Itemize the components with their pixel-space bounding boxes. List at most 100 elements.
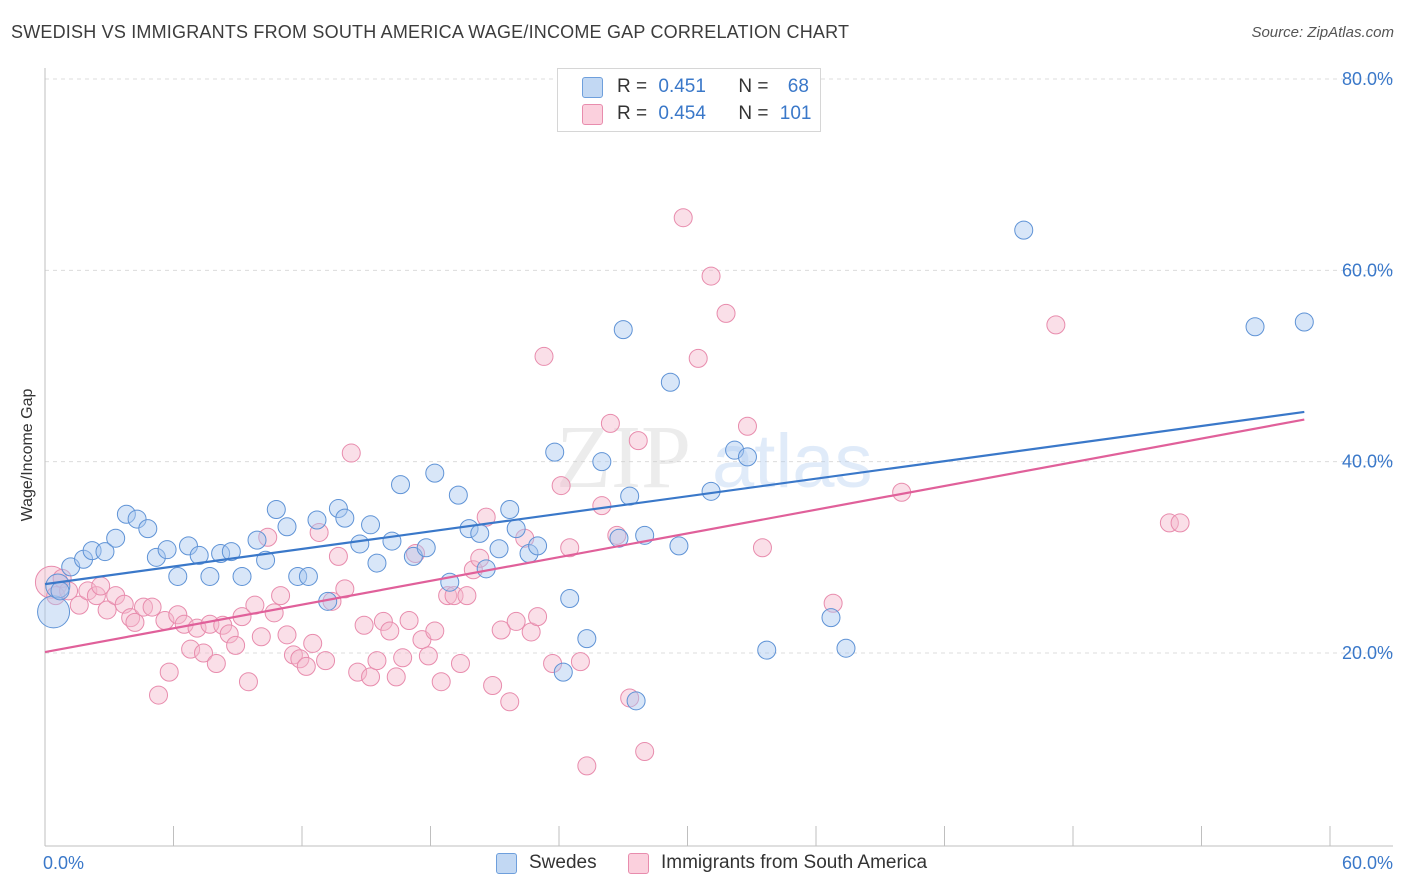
data-point-swedes [288, 566, 308, 586]
data-point-swedes [328, 499, 348, 519]
correlation-legend: R = 0.451 N = 68 R = 0.454 N = 101 [557, 68, 821, 132]
watermark-atlas: atlas [712, 419, 873, 504]
data-point-immigrants [506, 611, 526, 631]
data-point-immigrants [688, 348, 708, 368]
x-tick-label: 0.0% [43, 853, 84, 873]
data-point-immigrants [577, 756, 597, 776]
data-point-swedes [592, 452, 612, 472]
data-point-swedes [613, 320, 633, 340]
legend-r-value: 0.451 [658, 76, 706, 97]
legend-r-label: R = [617, 76, 653, 97]
data-point-swedes [737, 447, 757, 467]
axes [44, 68, 1393, 847]
series-label-immigrants: Immigrants from South America [661, 852, 928, 873]
data-point-swedes [232, 566, 252, 586]
data-point-swedes [307, 510, 327, 530]
data-point-immigrants [238, 672, 258, 692]
legend-n-value: 68 [787, 76, 809, 97]
data-point-immigrants [476, 507, 496, 527]
data-point-immigrants [431, 672, 451, 692]
data-point-immigrants [125, 612, 145, 632]
data-point-immigrants [277, 625, 297, 645]
data-point-swedes [1014, 220, 1034, 240]
data-point-immigrants [335, 579, 355, 599]
data-point-swedes [626, 691, 646, 711]
data-point-immigrants [500, 692, 520, 712]
data-point-immigrants [406, 544, 426, 564]
data-point-swedes [660, 372, 680, 392]
data-point-swedes [391, 475, 411, 495]
data-point-swedes [459, 519, 479, 539]
trend-line-immigrants [44, 418, 1305, 654]
data-point-immigrants [607, 525, 627, 545]
data-point-immigrants [316, 651, 336, 671]
data-point-immigrants [628, 431, 648, 451]
data-point-swedes [127, 509, 147, 529]
data-point-swedes [95, 542, 115, 562]
series-swatch-swedes [496, 852, 517, 874]
data-point-swedes [335, 508, 355, 528]
legend-n-label: N = [738, 76, 774, 97]
data-point-immigrants [219, 624, 239, 644]
x-tick-label: 60.0% [1342, 853, 1393, 873]
legend-n-value: 101 [779, 103, 812, 124]
data-point-swedes [221, 542, 241, 562]
series-label-swedes: Swedes [529, 852, 597, 873]
data-point-immigrants [1170, 513, 1190, 533]
data-point-immigrants [69, 595, 89, 615]
data-point-swedes [470, 523, 490, 543]
data-point-immigrants [491, 620, 511, 640]
data-point-immigrants [701, 266, 721, 286]
series-legend-immigrants: Immigrants from South America [628, 852, 927, 874]
data-point-immigrants [367, 651, 387, 671]
data-point-swedes [116, 504, 136, 524]
series-legend-swedes: Swedes [496, 852, 597, 874]
legend-swatch-swedes [582, 76, 603, 98]
data-point-immigrants [600, 413, 620, 433]
data-point-swedes [189, 545, 209, 565]
data-point-swedes [247, 530, 267, 550]
grid-lines [45, 78, 1393, 654]
data-point-immigrants [296, 656, 316, 676]
tick-labels: 20.0% 40.0% 60.0% 80.0% 0.0% 60.0% [43, 69, 1393, 873]
data-point-swedes [560, 588, 580, 608]
data-point-swedes [577, 629, 597, 649]
data-point-swedes [757, 640, 777, 660]
data-point-immigrants [193, 643, 213, 663]
data-point-immigrants [226, 635, 246, 655]
data-point-immigrants [168, 605, 188, 625]
data-point-immigrants [78, 581, 98, 601]
data-point-swedes [500, 500, 520, 519]
data-point-immigrants [399, 610, 419, 630]
data-point-immigrants [149, 685, 169, 705]
data-point-swedes [138, 519, 158, 539]
data-point-swedes [50, 581, 70, 601]
trend-line-swedes [44, 410, 1305, 586]
y-tick-label: 80.0% [1342, 69, 1393, 89]
legend-r-label: R = [617, 103, 653, 124]
legend-row-swedes: R = 0.451 N = 68 [582, 74, 809, 100]
data-point-immigrants [271, 586, 291, 606]
data-point-immigrants [534, 346, 554, 366]
data-point-immigrants [673, 208, 693, 228]
data-point-swedes [1245, 317, 1265, 337]
data-point-immigrants [635, 742, 655, 762]
data-point-immigrants [361, 667, 381, 687]
data-point-swedes [106, 528, 126, 548]
chart-source: Source: ZipAtlas.com [1251, 24, 1394, 41]
data-point-immigrants [418, 646, 438, 666]
data-point-swedes [669, 536, 689, 556]
data-point-immigrants [258, 527, 278, 547]
y-tick-label: 60.0% [1342, 260, 1393, 280]
data-point-immigrants [142, 597, 162, 617]
data-point-swedes [37, 595, 71, 629]
data-point-immigrants [97, 600, 117, 620]
data-point-swedes [1294, 312, 1314, 332]
data-point-immigrants [752, 538, 772, 558]
data-point-immigrants [206, 654, 226, 674]
data-point-immigrants [309, 522, 329, 542]
data-point-immigrants [450, 654, 470, 674]
data-point-swedes [506, 519, 526, 539]
data-point-immigrants [348, 662, 368, 682]
legend-n-label: N = [738, 103, 774, 124]
